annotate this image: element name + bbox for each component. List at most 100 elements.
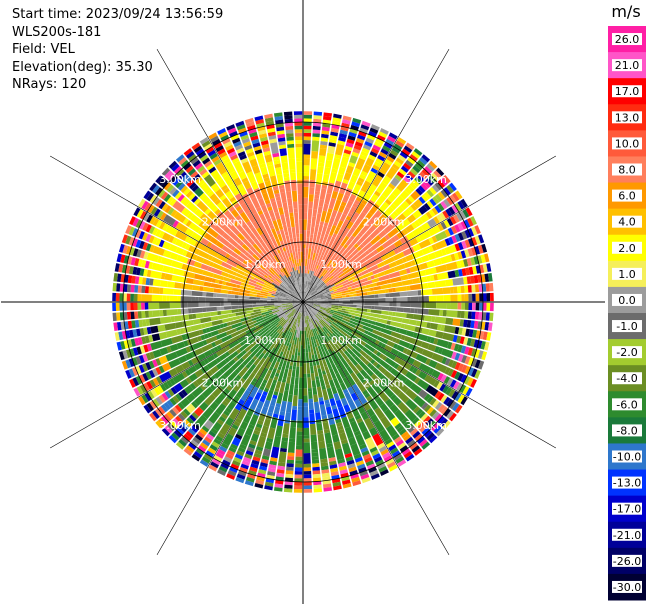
velocity-gate [313,311,319,318]
velocity-gate [173,382,184,393]
velocity-gate [174,191,183,200]
velocity-gate [392,297,397,302]
velocity-gate [424,166,433,175]
velocity-gate [146,252,159,263]
velocity-gate [280,400,287,413]
velocity-gate [247,202,257,215]
velocity-gate [419,438,428,447]
velocity-gate [231,302,242,306]
velocity-gate [303,488,313,493]
velocity-gate [326,311,334,316]
velocity-gate [477,321,482,330]
velocity-gate [252,302,257,305]
velocity-gate [267,164,276,177]
velocity-gate [387,381,394,389]
velocity-gate [244,251,250,257]
velocity-gate [258,221,266,231]
velocity-gate [300,345,303,356]
velocity-gate [268,233,274,238]
velocity-gate [287,227,293,236]
velocity-gate [380,314,389,320]
velocity-gate [467,347,474,356]
velocity-gate [303,291,308,302]
velocity-gate [402,228,409,235]
velocity-gate [320,295,328,299]
velocity-gate [370,414,379,424]
velocity-gate [346,353,351,358]
velocity-gate [282,312,289,318]
velocity-gate [369,379,375,386]
velocity-gate [423,180,431,189]
velocity-gate [150,389,158,398]
velocity-gate [380,148,389,156]
velocity-gate [321,472,330,478]
velocity-gate [325,358,332,370]
velocity-gate [303,309,306,317]
velocity-gate [303,255,306,267]
velocity-gate [379,469,389,476]
velocity-gate [397,442,407,450]
velocity-gate [471,226,478,236]
velocity-gate [221,216,228,223]
velocity-gate [277,370,285,382]
velocity-gate [195,414,208,428]
velocity-gate [322,327,328,334]
velocity-gate [271,277,281,285]
velocity-gate [362,273,371,279]
velocity-gate [420,182,429,191]
velocity-gate [425,358,432,366]
velocity-gate [323,112,333,117]
velocity-gate [338,307,343,311]
velocity-gate [358,211,367,221]
velocity-gate [206,163,215,171]
velocity-gate [303,212,308,220]
velocity-gate [433,425,442,434]
velocity-gate [359,349,368,358]
azimuth-spoke [302,301,557,449]
velocity-gate [207,447,216,455]
velocity-gate [297,179,303,184]
velocity-gate [182,249,188,257]
velocity-gate [431,352,444,363]
velocity-gate [294,270,298,278]
velocity-gate [322,241,330,253]
velocity-gate [303,438,310,443]
velocity-gate [444,244,457,255]
velocity-gate [172,220,179,228]
velocity-gate [395,439,404,447]
velocity-gate [427,343,437,352]
velocity-gate [276,392,284,405]
velocity-gate [172,200,186,213]
velocity-gate [315,339,320,347]
velocity-gate [231,305,239,310]
velocity-gate [126,311,132,320]
velocity-gate [285,317,289,321]
velocity-gate [352,148,361,154]
velocity-gate [345,291,357,296]
velocity-gate [336,351,343,360]
velocity-gate [467,285,472,293]
velocity-gate [450,370,458,379]
velocity-gate [348,254,359,264]
velocity-gate [260,204,268,214]
velocity-gate [186,211,194,219]
velocity-gate [338,304,347,307]
velocity-gate [309,169,317,181]
velocity-gate [379,374,391,386]
velocity-gate [376,245,385,253]
velocity-gate [165,329,178,338]
velocity-gate [231,395,240,405]
velocity-gate [273,406,281,415]
velocity-gate [194,187,204,198]
velocity-gate [321,133,329,139]
velocity-gate [229,170,239,181]
velocity-gate [190,156,199,165]
velocity-gate [370,124,380,131]
velocity-gate [297,406,303,410]
velocity-gate [310,441,318,450]
velocity-gate [287,291,292,295]
velocity-gate [227,237,239,248]
velocity-gate [405,422,414,431]
velocity-gate [371,382,383,394]
velocity-gate [265,377,273,390]
